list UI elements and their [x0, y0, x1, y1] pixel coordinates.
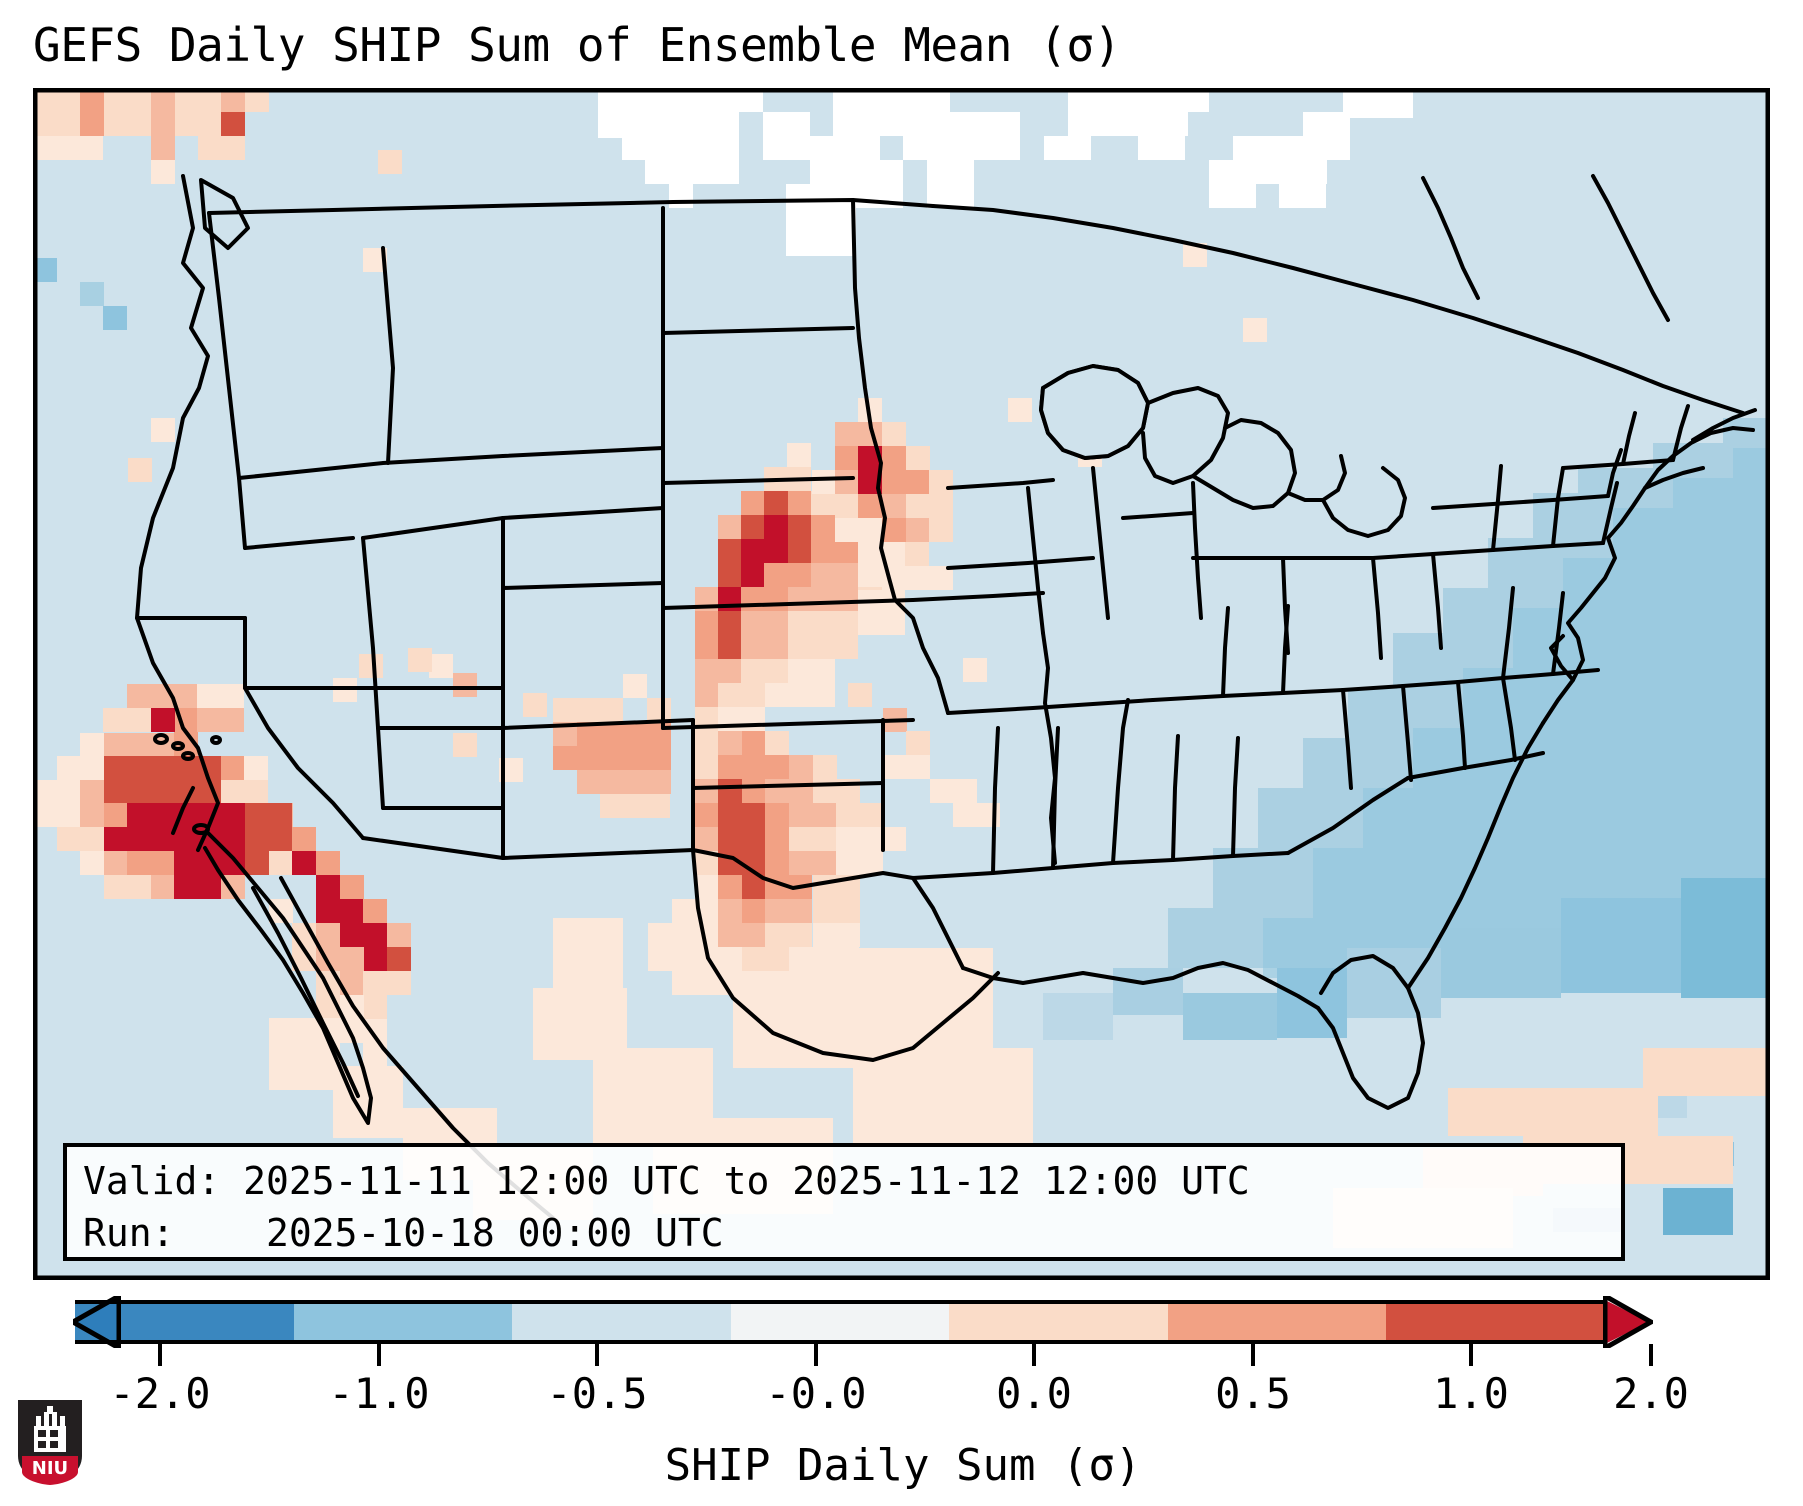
colorbar[interactable]: -2.0 -1.0 -0.5 -0.0 0.0 0.5 1.0 2.0 SHIP… — [33, 1296, 1773, 1506]
colorbar-ticklabel-4: 0.0 — [996, 1369, 1072, 1418]
colorbar-segment-2 — [293, 1300, 513, 1344]
colorbar-tick-1 — [377, 1344, 381, 1366]
colorbar-segment-5 — [949, 1300, 1168, 1344]
colorbar-ticklabel-2: -0.5 — [546, 1369, 648, 1418]
colorbar-gradient[interactable] — [75, 1300, 1605, 1344]
colorbar-segment-6 — [1167, 1300, 1387, 1344]
colorbar-tick-7 — [1649, 1344, 1653, 1366]
annotation-box: Valid: 2025-11-11 12:00 UTC to 2025-11-1… — [63, 1143, 1625, 1261]
colorbar-segment-3 — [512, 1300, 731, 1344]
colorbar-ticklabel-1: -1.0 — [328, 1369, 430, 1418]
niu-logo: NIU — [14, 1398, 86, 1486]
colorbar-extend-min — [33, 1296, 121, 1348]
colorbar-tick-6 — [1469, 1344, 1473, 1366]
colorbar-tick-0 — [158, 1344, 162, 1366]
colorbar-ticklabel-7: 2.0 — [1613, 1369, 1689, 1418]
run-time-text: Run: 2025-10-18 00:00 UTC — [83, 1211, 724, 1255]
colorbar-tick-5 — [1251, 1344, 1255, 1366]
map-svg[interactable] — [33, 88, 1770, 1280]
colorbar-tick-4 — [1032, 1344, 1036, 1366]
colorbar-ticklabel-3: -0.0 — [765, 1369, 867, 1418]
map-panel[interactable]: Valid: 2025-11-11 12:00 UTC to 2025-11-1… — [33, 88, 1770, 1280]
valid-time-text: Valid: 2025-11-11 12:00 UTC to 2025-11-1… — [83, 1159, 1250, 1203]
colorbar-extend-max — [1603, 1296, 1653, 1348]
great-lakes — [1038, 363, 1151, 461]
colorbar-ticklabel-0: -2.0 — [109, 1369, 211, 1418]
niu-logo-text: NIU — [32, 1458, 68, 1479]
colorbar-segment-4 — [730, 1300, 950, 1344]
colorbar-segment-7 — [1386, 1300, 1605, 1344]
colorbar-tick-3 — [814, 1344, 818, 1366]
figure-title: GEFS Daily SHIP Sum of Ensemble Mean (σ) — [33, 18, 1121, 72]
colorbar-axis-label: SHIP Daily Sum (σ) — [664, 1440, 1142, 1491]
anomaly-field — [33, 88, 1770, 1248]
colorbar-ticklabel-5: 0.5 — [1215, 1369, 1291, 1418]
map-frame — [33, 88, 1770, 1280]
colorbar-ticklabel-6: 1.0 — [1433, 1369, 1509, 1418]
colorbar-tick-2 — [595, 1344, 599, 1366]
map-borders — [135, 174, 1757, 1220]
